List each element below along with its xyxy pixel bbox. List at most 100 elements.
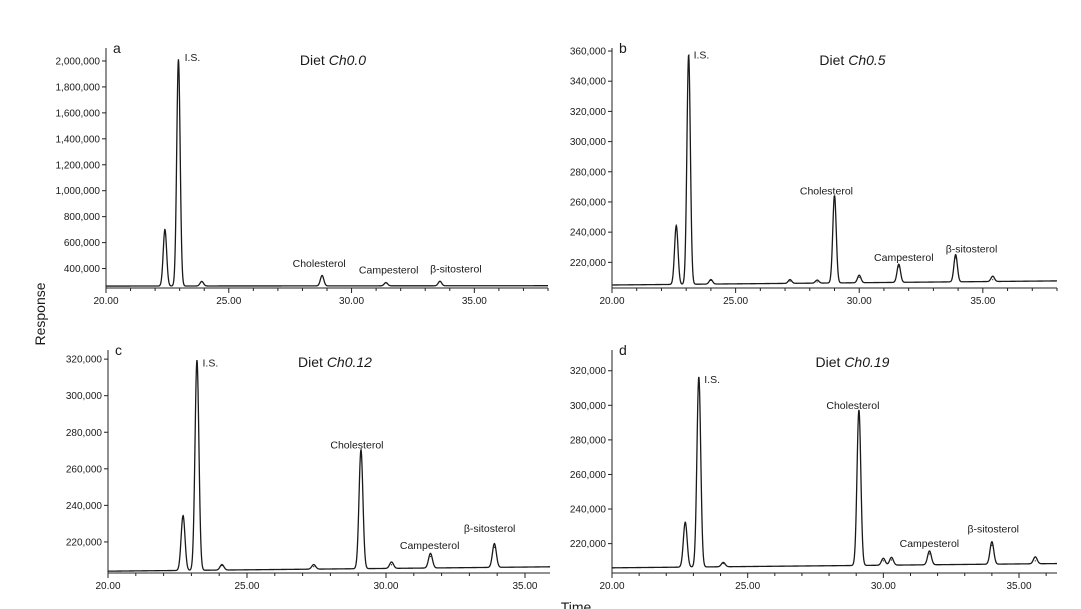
x-tick-label: 30.00 [847, 296, 872, 307]
y-axis-label: Response [32, 282, 48, 345]
peak-annotation: Cholesterol [826, 400, 879, 412]
y-tick-label: 320,000 [570, 107, 607, 118]
peak-annotation: Campesterol [874, 252, 934, 264]
peak-annotation: Cholesterol [293, 258, 346, 270]
panel-title: Diet Ch0.5 [819, 52, 885, 68]
chart-panel-d: 220,000 240,000 260,000 280,000 300,000 320,0… [570, 342, 1057, 592]
y-tick-label: 600,000 [64, 238, 101, 249]
y-tick-label: 1,000,000 [56, 186, 101, 197]
x-tick-label: 30.00 [871, 581, 896, 592]
peak-point [698, 377, 700, 379]
panel-title-prefix: Diet [819, 52, 848, 68]
panel-label: a [113, 40, 121, 56]
peak-point [313, 566, 315, 568]
peak-point [890, 559, 893, 561]
chart-panel-c: 220,000 240,000 260,000 280,000 300,000 320,0… [66, 342, 551, 592]
panel-title-diet-code: Ch0.12 [327, 354, 372, 370]
peak-point [221, 565, 223, 567]
peak-annotation: Campesterol [359, 265, 419, 277]
peak-annotation: I.S. [694, 50, 710, 62]
x-tick-label: 35.00 [970, 296, 995, 307]
peak-annotation: β-sitosterol [430, 263, 482, 275]
x-tick-label: 25.00 [234, 581, 259, 592]
peak-point [1034, 560, 1036, 562]
y-tick-label: 1,800,000 [56, 82, 101, 93]
x-tick-label: 30.00 [339, 296, 364, 307]
y-tick-label: 320,000 [570, 366, 607, 377]
peak-annotation: Campesterol [900, 538, 960, 550]
y-tick-label: 1,600,000 [56, 108, 101, 119]
panel-title-prefix: Diet [300, 52, 329, 68]
peak-point [928, 553, 931, 555]
x-tick-label: 20.00 [95, 581, 120, 592]
peak-annotation: Campesterol [400, 540, 460, 552]
panel-title: Diet Ch0.0 [300, 52, 366, 68]
peak-annotation: I.S. [203, 357, 219, 369]
peak-point [898, 266, 900, 268]
panel-title-prefix: Diet [298, 354, 327, 370]
y-tick-label: 300,000 [570, 401, 607, 412]
panel-title-prefix: Diet [816, 354, 845, 370]
peak-point [722, 562, 724, 565]
peak-point [858, 276, 860, 279]
y-tick-label: 280,000 [570, 167, 607, 178]
peak-point [992, 279, 994, 281]
peak-point [390, 564, 393, 566]
peak-annotation: Cholesterol [330, 440, 383, 452]
peak-annotation: β-sitosterol [967, 523, 1019, 535]
peak-annotation: β-sitosterol [946, 244, 998, 256]
peak-point [429, 555, 432, 558]
peak-point [360, 451, 362, 453]
peak-point [688, 54, 690, 57]
peak-point [684, 522, 686, 524]
peak-annotation: β-sitosterol [464, 523, 516, 535]
peak-point [177, 59, 180, 61]
peak-point [675, 225, 677, 227]
peak-point [493, 546, 496, 549]
y-tick-label: 240,000 [570, 228, 607, 239]
y-tick-label: 1,400,000 [56, 134, 101, 145]
peak-annotation: I.S. [704, 374, 720, 386]
peak-point [991, 544, 993, 546]
peak-point [164, 229, 166, 231]
panel-label: d [619, 342, 627, 358]
y-tick-label: 240,000 [66, 501, 103, 512]
chromatogram-trace [612, 53, 1057, 286]
peak-point [182, 515, 184, 517]
y-tick-label: 260,000 [570, 197, 607, 208]
panel-label: c [115, 342, 122, 358]
x-tick-label: 25.00 [723, 296, 748, 307]
peak-point [858, 411, 860, 413]
panel-title-diet-code: Ch0.5 [848, 52, 886, 68]
peak-point [201, 280, 203, 283]
x-tick-label: 20.00 [599, 296, 624, 307]
peak-point [882, 560, 884, 562]
chromatogram-trace [108, 360, 551, 572]
y-tick-label: 280,000 [66, 428, 103, 439]
peak-point [955, 257, 957, 259]
y-tick-label: 220,000 [570, 539, 607, 550]
y-tick-label: 260,000 [570, 470, 607, 481]
peak-point [710, 279, 712, 282]
panels-group: 400,000 600,000 800,000 1,000,000 1,200,000 1… [56, 40, 1058, 592]
y-tick-label: 260,000 [66, 464, 103, 475]
y-tick-label: 340,000 [570, 77, 607, 88]
peak-annotation: I.S. [185, 52, 201, 64]
chromatogram-trace [106, 59, 548, 287]
panel-title-diet-code: Ch0.19 [844, 354, 889, 370]
y-tick-label: 320,000 [66, 355, 103, 366]
y-tick-label: 2,000,000 [56, 56, 101, 67]
y-tick-label: 240,000 [570, 505, 607, 516]
x-tick-label: 25.00 [216, 296, 241, 307]
y-tick-label: 220,000 [570, 258, 607, 269]
x-tick-label: 35.00 [1006, 581, 1031, 592]
x-tick-label: 20.00 [93, 296, 118, 307]
chart-panel-b: 220,000 240,000 260,000 280,000 300,000 320,0… [570, 40, 1058, 307]
x-tick-label: 35.00 [462, 296, 487, 307]
y-tick-label: 800,000 [64, 212, 101, 223]
x-tick-label: 35.00 [512, 581, 537, 592]
y-tick-label: 300,000 [66, 391, 103, 402]
y-tick-label: 360,000 [570, 47, 607, 58]
y-tick-label: 400,000 [64, 264, 101, 275]
